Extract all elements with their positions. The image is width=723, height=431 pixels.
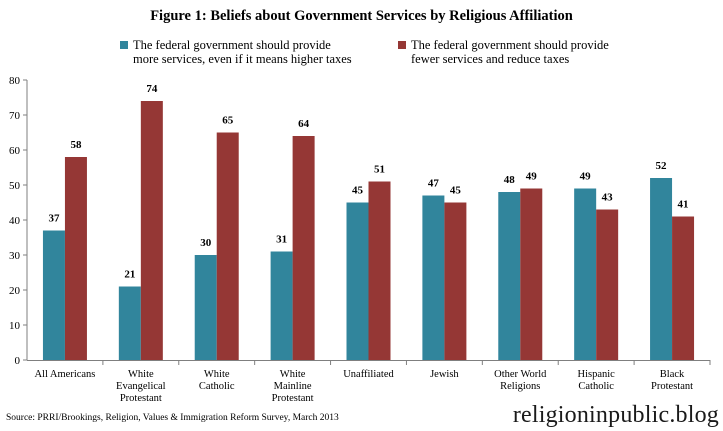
y-tick-label: 80 [9,75,21,87]
y-tick-label: 70 [9,110,21,122]
category-label: Hispanic [578,369,616,380]
category-label: Protestant [272,393,314,404]
category-label: All Americans [34,369,95,380]
bar-fewer-services [444,202,467,360]
data-label-fewer-services: 64 [298,118,310,130]
legend-item-more-services: The federal government should provide mo… [120,38,353,66]
bar-more-services [346,202,369,360]
bar-fewer-services [368,181,391,360]
data-label-fewer-services: 65 [222,115,234,127]
category-label: Protestant [120,393,162,404]
bar-fewer-services [596,209,619,360]
watermark: religioninpublic.blog [512,402,719,428]
bar-more-services [42,230,65,360]
legend-item-fewer-services: The federal government should provide fe… [398,38,631,66]
bar-fewer-services [672,216,695,360]
category-label: Catholic [199,381,235,392]
data-label-more-services: 31 [276,234,287,246]
y-tick-label: 60 [9,145,21,157]
legend-swatch-fewer-services [398,41,406,49]
bar-fewer-services [64,157,87,360]
data-label-fewer-services: 49 [526,171,538,183]
y-tick-label: 10 [9,320,21,332]
category-label: Unaffiliated [343,369,394,380]
data-label-more-services: 49 [580,171,592,183]
data-label-fewer-services: 51 [374,164,385,176]
data-label-more-services: 52 [656,160,668,172]
bar-fewer-services [520,188,543,360]
category-label: Black [660,369,685,380]
y-tick-label: 0 [15,355,21,367]
category-label: Other World [494,369,547,380]
legend-label-fewer-services: The federal government should provide fe… [411,38,609,66]
source-note: Source: PRRI/Brookings, Religion, Values… [6,413,339,423]
data-label-more-services: 37 [48,213,60,225]
data-label-fewer-services: 58 [70,139,82,151]
bar-more-services [270,251,293,360]
data-label-more-services: 47 [428,178,440,190]
category-label: Mainline [274,381,312,392]
bar-more-services [194,255,217,360]
bar-fewer-services [216,132,239,360]
bar-more-services [574,188,597,360]
bar-fewer-services [140,101,163,360]
y-tick-label: 40 [9,215,21,227]
category-label: White [280,369,306,380]
category-label: Religions [500,381,540,392]
legend-label-more-services: The federal government should provide mo… [133,38,352,66]
data-label-more-services: 21 [124,269,135,281]
y-tick-label: 20 [9,285,21,297]
y-tick-label: 30 [9,250,21,262]
data-label-more-services: 30 [200,237,212,249]
data-label-more-services: 45 [352,185,364,197]
category-label: White [204,369,230,380]
data-label-fewer-services: 74 [146,83,158,95]
bar-more-services [498,192,521,360]
category-label: Protestant [651,381,693,392]
data-label-fewer-services: 45 [450,185,462,197]
data-label-fewer-services: 41 [678,199,689,211]
bar-more-services [422,195,445,360]
bar-fewer-services [292,136,315,360]
category-label: Evangelical [116,381,166,392]
y-tick-label: 50 [9,180,21,192]
category-label: Catholic [578,381,614,392]
data-label-fewer-services: 43 [602,192,614,204]
category-label: Jewish [430,369,459,380]
data-label-more-services: 48 [504,174,516,186]
category-label: White [128,369,154,380]
bar-more-services [650,178,673,360]
bar-more-services [118,286,141,360]
legend-swatch-more-services [120,41,128,49]
chart-title: Figure 1: Beliefs about Government Servi… [150,8,573,24]
